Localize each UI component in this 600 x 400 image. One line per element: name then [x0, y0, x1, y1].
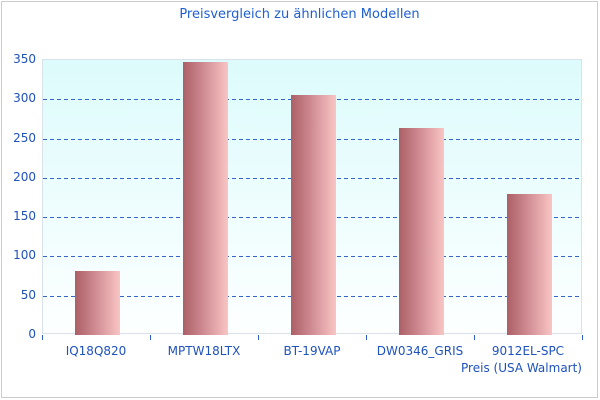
- x-axis-tick-mark: [42, 335, 43, 340]
- y-axis-tick-label-350: 350: [13, 52, 36, 66]
- y-axis-tick-label-300: 300: [13, 91, 36, 105]
- x-axis-tick-mark: [474, 335, 475, 340]
- chart-title: Preisvergleich zu ähnlichen Modellen: [179, 7, 420, 22]
- x-axis-tick-mark: [582, 335, 583, 340]
- bar-MPTW18LTX: [183, 62, 228, 335]
- x-axis-tick-label-MPTW18LTX: MPTW18LTX: [167, 344, 241, 358]
- y-axis-tick-label-50: 50: [20, 288, 36, 302]
- y-axis-tick-label-100: 100: [13, 248, 36, 262]
- x-axis-tick-label-BT-19VAP: BT-19VAP: [283, 344, 341, 358]
- bar-9012EL-SPC: [507, 194, 552, 335]
- x-axis-tick-mark: [258, 335, 259, 340]
- y-axis-tick-label-250: 250: [13, 131, 36, 145]
- bar-DW0346_GRIS: [399, 128, 444, 335]
- y-axis-tick-label-0: 0: [28, 327, 36, 341]
- y-axis-tick-label-150: 150: [13, 209, 36, 223]
- x-axis-label: Preis (USA Walmart): [461, 361, 582, 375]
- y-axis-tick-label-200: 200: [13, 170, 36, 184]
- x-axis-tick-mark: [150, 335, 151, 340]
- bar-IQ18Q820: [75, 271, 120, 335]
- x-axis-tick-label-9012EL-SPC: 9012EL-SPC: [491, 344, 565, 358]
- x-axis-tick-label-DW0346_GRIS: DW0346_GRIS: [376, 344, 464, 358]
- x-axis-tick-mark: [366, 335, 367, 340]
- x-axis-tick-label-IQ18Q820: IQ18Q820: [65, 344, 127, 358]
- plot-area: [42, 59, 582, 335]
- bar-BT-19VAP: [291, 95, 336, 335]
